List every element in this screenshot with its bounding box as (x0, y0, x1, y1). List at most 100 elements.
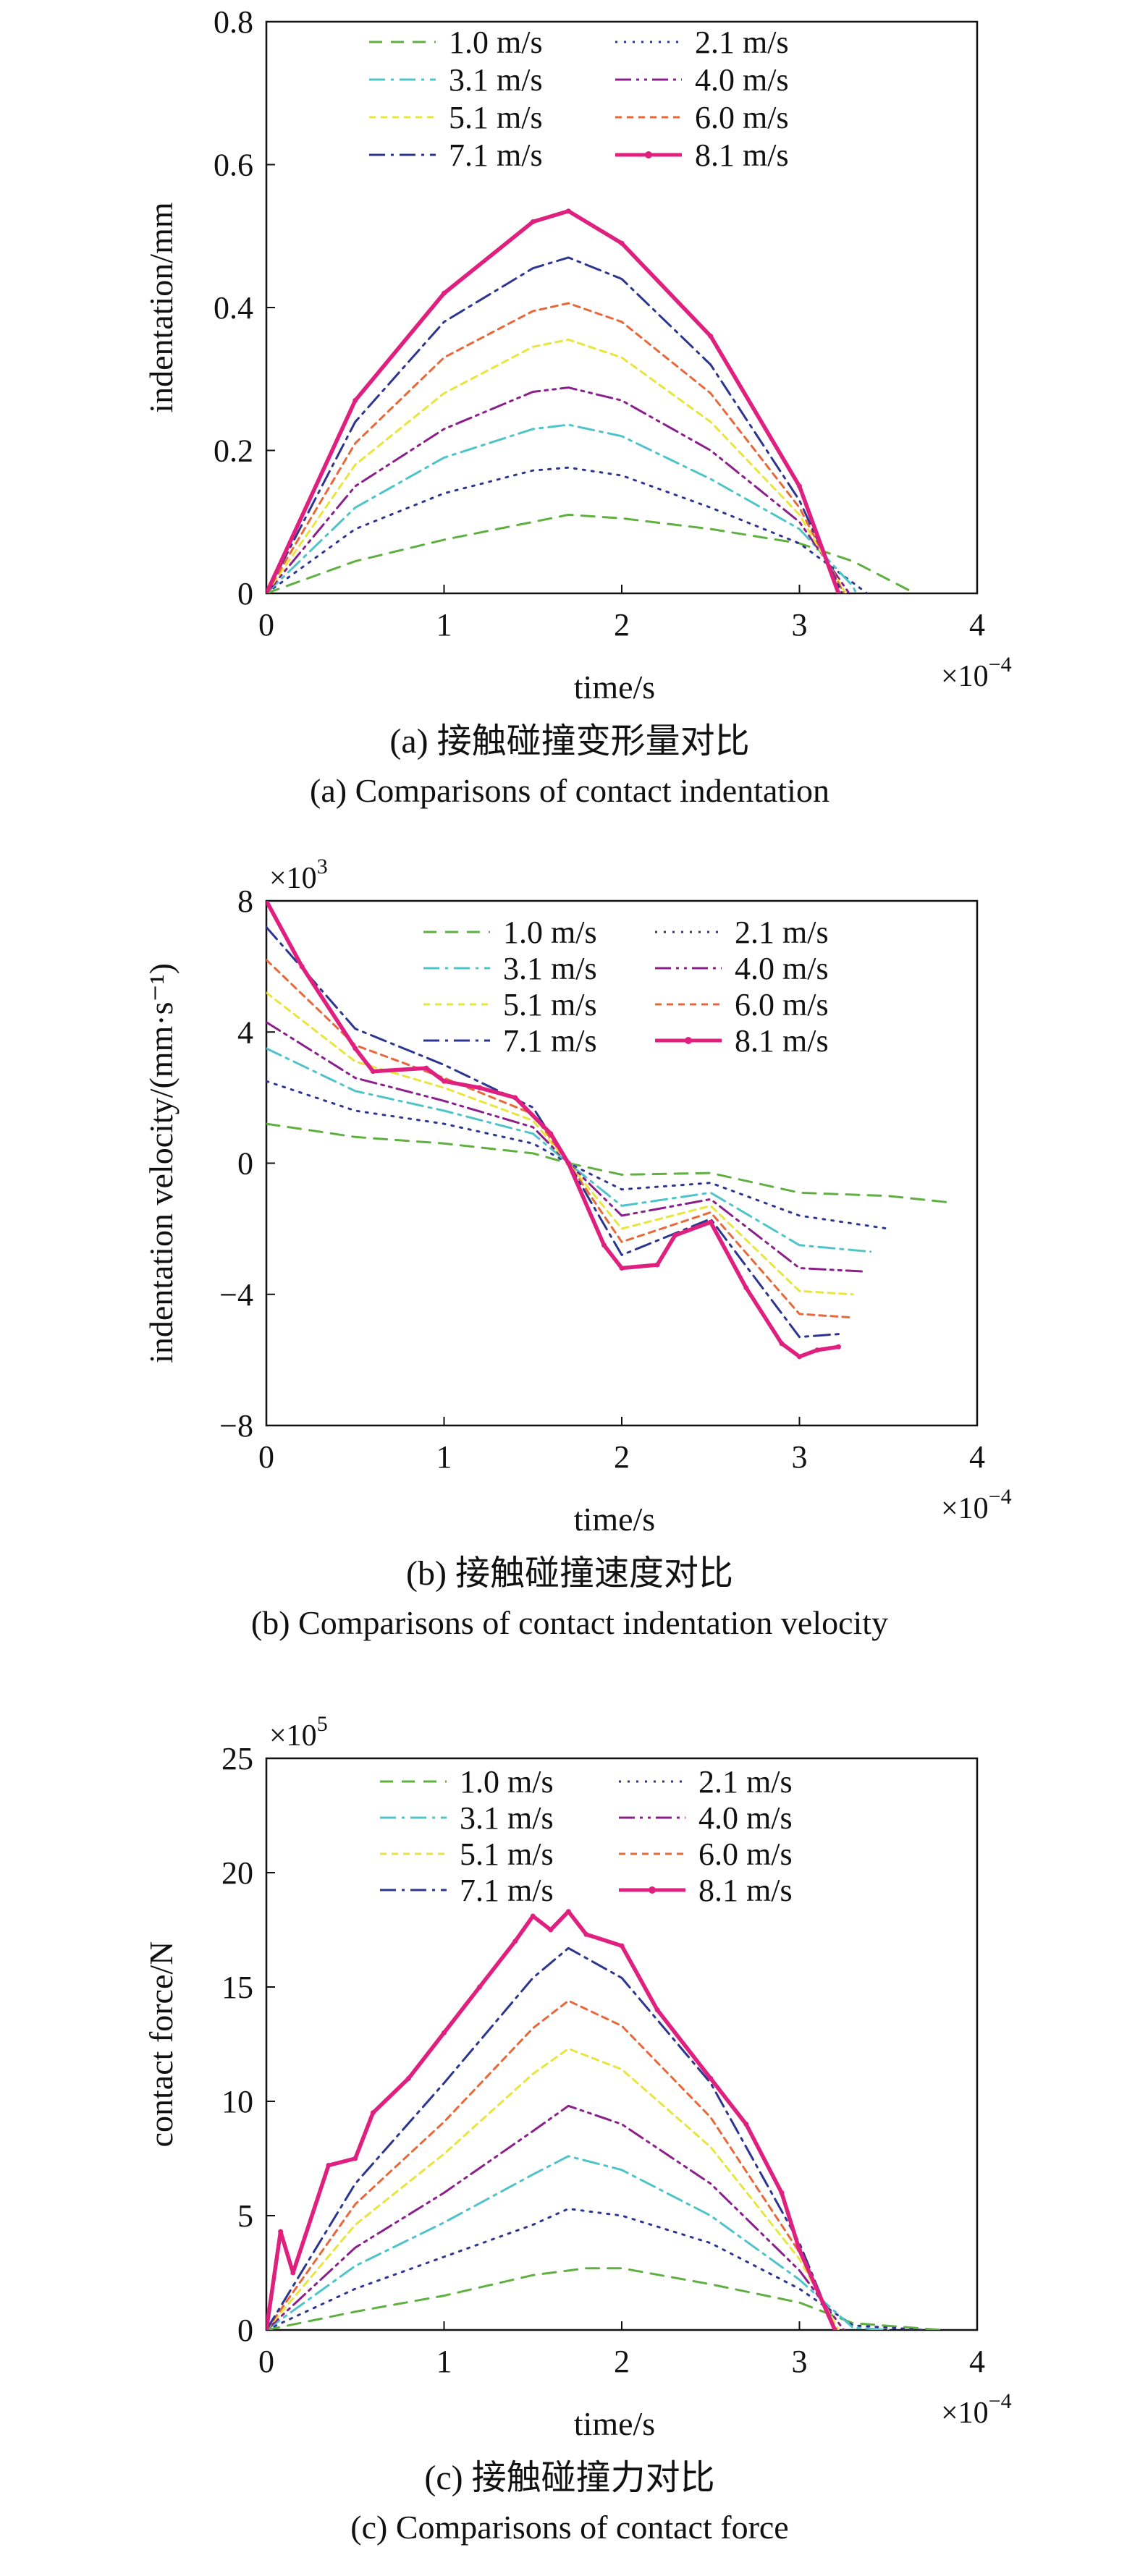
series-line-1 (266, 2267, 943, 2330)
legend-marker (649, 1886, 656, 1894)
x-multiplier: ×10−4 (941, 653, 1012, 693)
series-point (352, 2156, 358, 2161)
series-point (797, 1354, 802, 1360)
x-tick-label: 1 (436, 607, 452, 643)
series-point (370, 1069, 376, 1075)
legend-label: 2.1 m/s (698, 1764, 793, 1800)
series-point (423, 1065, 429, 1071)
series-point (442, 1078, 447, 1084)
legend-label: 1.0 m/s (503, 915, 597, 950)
legend-label: 2.1 m/s (695, 25, 789, 60)
legend-label: 4.0 m/s (735, 951, 829, 986)
series-point (477, 1085, 483, 1090)
caption-en: (b) Comparisons of contact indentation v… (251, 1604, 888, 1641)
series-point (832, 2327, 838, 2330)
y-axis-label: contact force/N (143, 1941, 180, 2148)
series-point (565, 208, 571, 214)
legend-label: 2.1 m/s (735, 915, 829, 950)
caption-en: (a) Comparisons of contact indentation (310, 772, 829, 809)
y-tick-label: 10 (221, 2084, 253, 2119)
legend-marker (645, 151, 652, 158)
series-point (266, 901, 269, 904)
legend-label: 7.1 m/s (460, 1873, 554, 1908)
plot-frame (265, 1757, 979, 2331)
series-line-6 (266, 302, 845, 593)
series-point (836, 1344, 842, 1350)
series-point (530, 1913, 536, 1919)
y-tick-label: 0.2 (214, 433, 253, 469)
chart-panel-3: 0 1 2 3 4 0 5 10 15 20 25 time/s contact force/N ×10−… (143, 1712, 1012, 2546)
legend-label: 8.1 m/s (698, 1873, 793, 1908)
y-axis-label: indentation/mm (143, 202, 180, 413)
series-point (743, 2122, 749, 2127)
caption-cn: (a) 接触碰撞变形量对比 (389, 722, 749, 760)
series-line-4 (266, 1021, 863, 1273)
series-point (290, 2270, 296, 2276)
series-line-6 (266, 1999, 837, 2330)
legend: 1.0 m/s 2.1 m/s 3.1 m/s 4.0 m/s 5.1 m/s 6.0 m… (423, 915, 829, 1059)
x-tick-label: 0 (258, 1439, 274, 1475)
x-tick-label: 0 (258, 607, 274, 643)
series-point (779, 2190, 785, 2195)
legend-label: 8.1 m/s (735, 1023, 829, 1059)
x-axis-label: time/s (574, 669, 655, 706)
legend-label: 5.1 m/s (460, 1836, 554, 1872)
series-point (797, 2247, 802, 2253)
legend-label: 6.0 m/s (735, 987, 829, 1022)
x-tick-label: 4 (969, 607, 985, 643)
series-point (352, 397, 358, 403)
series-point (708, 334, 714, 339)
series-line-3 (266, 1047, 872, 1253)
series-line-5 (266, 338, 847, 593)
plot-frame (265, 899, 979, 1427)
series-point (278, 2229, 284, 2234)
series-point (708, 1219, 714, 1225)
x-multiplier-exponent: −4 (989, 1485, 1012, 1509)
x-multiplier: ×10−4 (941, 2389, 1012, 2430)
y-multiplier-exponent: 3 (317, 855, 328, 878)
chart-panel-2: 0 1 2 3 4 −8 −4 0 4 8 time/s indentation velocity/(… (143, 855, 1012, 1641)
y-tick-label: 0 (237, 1146, 253, 1182)
y-tick-label: −4 (219, 1277, 253, 1313)
x-axis-label: time/s (574, 1501, 655, 1538)
series-point (672, 1232, 678, 1238)
series-group (266, 901, 952, 1360)
legend-label: 7.1 m/s (503, 1023, 597, 1059)
y-tick-label: 25 (221, 1741, 253, 1776)
y-tick-label: 5 (237, 2198, 253, 2234)
series-point (512, 1095, 518, 1101)
series-point (836, 590, 842, 593)
series-point (797, 483, 802, 489)
legend: 1.0 m/s 2.1 m/s 3.1 m/s 4.0 m/s 5.1 m/s 6.0 m… (369, 25, 789, 173)
series-point (779, 1341, 785, 1347)
legend-marker (685, 1037, 692, 1044)
y-tick-label: 0 (237, 2313, 253, 2348)
series-point (477, 1984, 483, 1990)
caption-cn: (b) 接触碰撞速度对比 (406, 1554, 733, 1593)
series-point (299, 964, 305, 970)
series-line-3 (266, 423, 858, 593)
chart-panel-1: 0 1 2 3 4 0 0.2 0.4 0.6 0.8 time/s indentation/mm ×1… (143, 4, 1012, 809)
x-tick-label: 3 (792, 2344, 808, 2379)
series-point (326, 2162, 332, 2168)
series-point (565, 1161, 571, 1166)
legend-label: 4.0 m/s (695, 62, 789, 98)
legend-label: 5.1 m/s (503, 987, 597, 1022)
series-line-4 (266, 386, 850, 593)
x-tick-label: 2 (614, 607, 630, 643)
x-tick-label: 3 (792, 607, 808, 643)
x-multiplier: ×10−4 (941, 1485, 1012, 1525)
series-point (352, 1046, 358, 1051)
x-multiplier-exponent: −4 (989, 2389, 1012, 2413)
legend-label: 4.0 m/s (698, 1800, 793, 1836)
series-line-1 (266, 513, 916, 593)
legend-label: 6.0 m/s (695, 100, 789, 135)
series-group (266, 208, 916, 593)
series-point (530, 219, 536, 224)
caption-en: (c) Comparisons of contact force (350, 2509, 788, 2546)
series-line-8 (266, 901, 841, 1359)
caption-cn: (c) 接触碰撞力对比 (424, 2459, 714, 2497)
series-line-7 (266, 256, 843, 593)
legend-label: 5.1 m/s (449, 100, 543, 135)
